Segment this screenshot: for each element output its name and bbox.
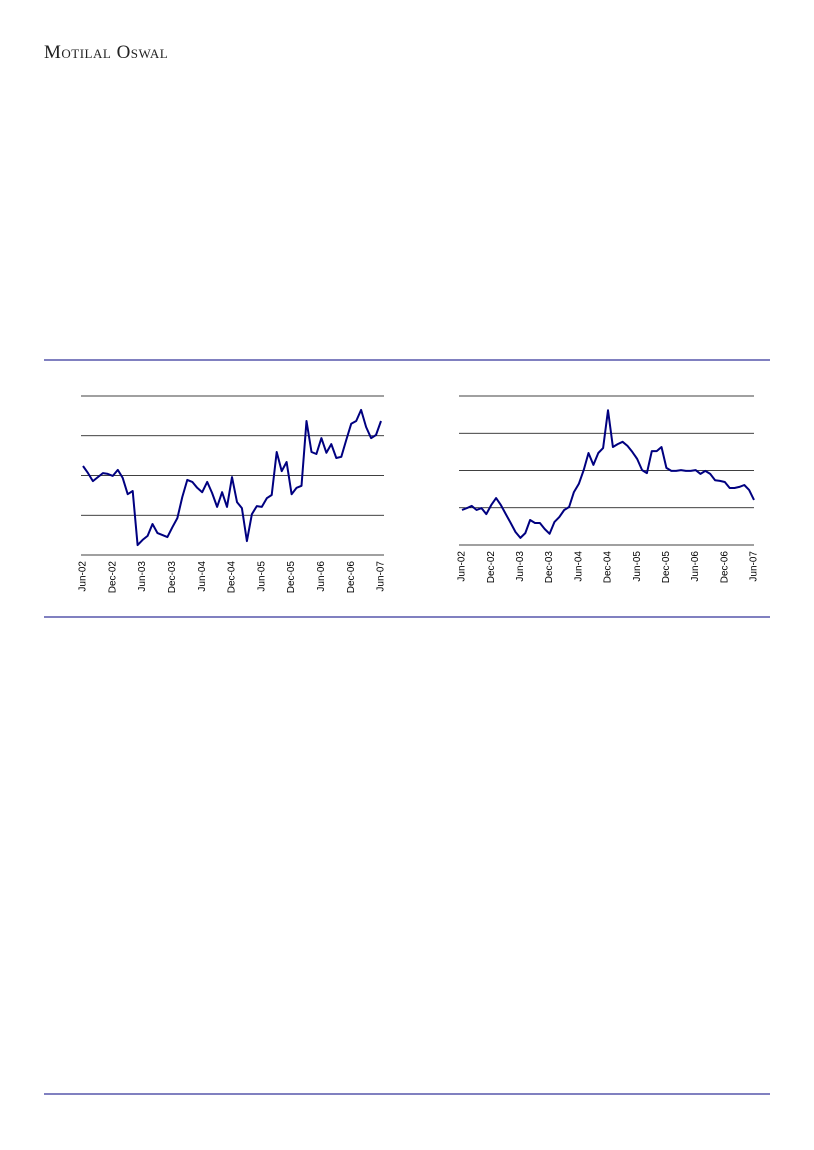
x-tick-label: Jun-05 [256, 561, 267, 592]
x-tick-label: Dec-06 [719, 551, 730, 584]
x-tick-label: Dec-03 [544, 551, 555, 584]
x-tick-label: Jun-03 [137, 561, 148, 592]
x-tick-label: Jun-06 [690, 551, 701, 582]
x-tick-label: Dec-05 [661, 551, 672, 584]
brand: Motilal Oswal [44, 42, 169, 63]
x-tick-label: Jun-03 [515, 551, 526, 582]
x-tick-label: Jun-04 [573, 551, 584, 582]
x-tick-label: Dec-04 [227, 561, 238, 594]
x-tick-label: Dec-03 [167, 561, 178, 594]
data-line [82, 408, 382, 547]
data-line [461, 409, 755, 539]
x-tick-label: Jun-06 [316, 561, 327, 592]
x-tick-label: Jun-02 [457, 551, 468, 582]
x-tick-label: Dec-05 [286, 561, 297, 594]
x-tick-label: Dec-02 [486, 551, 497, 584]
x-tick-label: Dec-06 [346, 561, 357, 594]
x-tick-label: Jun-07 [749, 551, 760, 582]
x-tick-label: Dec-02 [107, 561, 118, 594]
x-tick-label: Jun-04 [197, 561, 208, 592]
x-tick-label: Jun-02 [78, 561, 89, 592]
x-tick-label: Jun-05 [632, 551, 643, 582]
x-tick-label: Jun-07 [376, 561, 387, 592]
x-tick-label: Dec-04 [603, 551, 614, 584]
